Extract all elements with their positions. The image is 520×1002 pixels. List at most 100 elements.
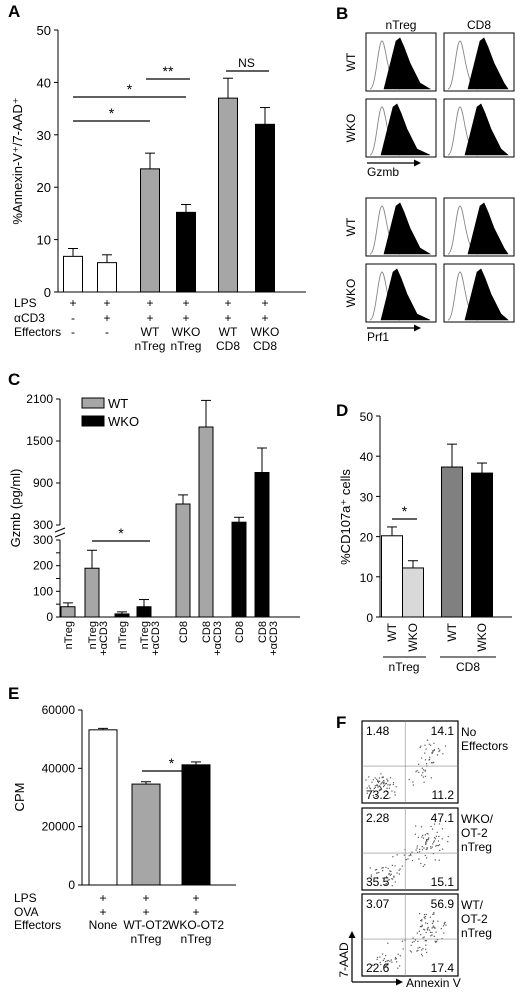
event-dot [424, 940, 426, 942]
histogram [443, 32, 515, 92]
event-dot [416, 851, 419, 853]
event-dot [379, 956, 381, 958]
y-tick-label: 0 [366, 611, 373, 625]
event-dot [372, 794, 374, 797]
bar [181, 764, 211, 886]
event-dot [428, 929, 431, 931]
event-dot [415, 771, 417, 773]
event-dot [436, 844, 438, 847]
category-label: CD8 [178, 621, 190, 643]
event-dot [443, 922, 446, 924]
quadrant-value: 22.6 [366, 961, 390, 975]
event-dot [434, 927, 436, 929]
event-dot [424, 752, 426, 754]
event-dot [443, 923, 445, 925]
category-label: +αCD3 [212, 621, 224, 656]
category-label: nTreg [117, 621, 129, 649]
category-label: nTreg [139, 621, 151, 649]
y-axis-label: CPM [12, 783, 27, 812]
event-dot [389, 777, 392, 779]
event-dot [387, 959, 389, 962]
event-dot [391, 885, 393, 887]
category-label: WKO [406, 623, 420, 652]
event-dot [422, 776, 424, 778]
event-dot [418, 858, 420, 860]
condition-label: No [461, 725, 477, 739]
event-dot [382, 867, 384, 869]
event-dot [425, 843, 427, 845]
event-dot [421, 925, 423, 927]
event-dot [434, 838, 437, 840]
row-value: nTreg [171, 339, 202, 353]
event-dot [378, 789, 380, 792]
event-dot [381, 867, 383, 869]
event-dot [380, 963, 382, 966]
event-dot [425, 931, 427, 934]
event-dot [398, 873, 400, 875]
event-dot [430, 762, 433, 764]
event-dot [428, 743, 430, 745]
event-dot [375, 784, 378, 786]
flow-frame [361, 720, 459, 804]
event-dot [425, 763, 428, 765]
row-value: + [142, 891, 149, 905]
event-dot [418, 763, 420, 765]
sig-bracket-label: ** [163, 63, 174, 79]
event-dot [371, 964, 374, 966]
event-dot [434, 940, 436, 942]
event-dot [382, 781, 384, 783]
y-tick-label: 0 [44, 285, 51, 300]
event-dot [372, 779, 374, 781]
event-dot [442, 925, 445, 927]
bar [176, 211, 196, 293]
event-dot [387, 867, 389, 870]
category-label: +αCD3 [98, 621, 110, 656]
bar [88, 729, 118, 886]
event-dot [390, 959, 392, 961]
event-dot [409, 950, 411, 952]
event-dot [426, 847, 428, 849]
event-dot [405, 859, 407, 861]
row-value: + [261, 296, 268, 310]
event-dot [419, 746, 421, 749]
event-dot [417, 940, 419, 942]
histogram [443, 263, 515, 323]
event-dot [430, 777, 432, 779]
event-dot [426, 838, 428, 841]
row-label: OVA [14, 905, 38, 919]
row-value: + [192, 905, 199, 919]
sig-bracket-label: * [109, 105, 115, 121]
event-dot [368, 776, 370, 778]
panel-letter: D [336, 401, 348, 420]
event-dot [438, 750, 440, 753]
event-dot [366, 787, 368, 789]
event-dot [444, 921, 446, 923]
event-dot [438, 823, 441, 825]
row-value: WKO [172, 325, 201, 339]
row-value: - [105, 325, 109, 339]
column-header: nTreg [386, 18, 417, 32]
event-dot [426, 857, 428, 859]
event-dot [374, 869, 377, 871]
event-dot [437, 840, 440, 842]
condition-label: nTreg [461, 926, 492, 940]
event-dot [430, 935, 432, 937]
event-dot [408, 855, 410, 857]
event-dot [434, 941, 437, 943]
event-dot [433, 823, 436, 825]
event-dot [441, 848, 444, 850]
event-dot [391, 790, 393, 792]
event-dot [394, 791, 396, 793]
y-axis-label: %Annexin-V⁺/7-AAD⁺ [10, 97, 25, 224]
category-label: +αCD3 [150, 621, 162, 656]
event-dot [414, 833, 417, 835]
event-dot [431, 752, 433, 755]
y-tick-label: 300 [33, 533, 53, 547]
bar [63, 255, 83, 293]
event-dot [432, 751, 434, 753]
bar [254, 472, 270, 618]
event-dot [374, 786, 376, 789]
event-dot [389, 797, 391, 799]
